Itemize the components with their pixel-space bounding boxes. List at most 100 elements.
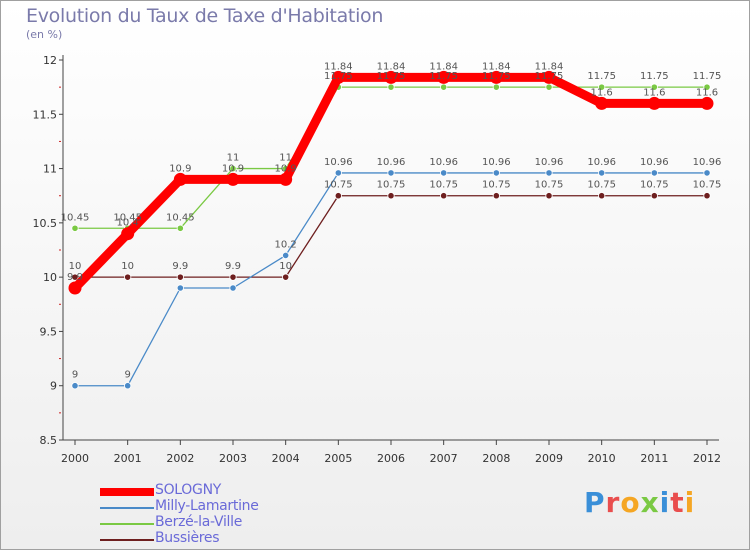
value-label-sologny: 10.4 xyxy=(117,218,139,229)
data-point-berz-la-ville xyxy=(703,83,711,91)
x-tick-label: 2004 xyxy=(272,452,300,465)
value-label-milly-lamartine: 9 xyxy=(72,370,78,381)
legend-swatch xyxy=(100,539,154,541)
value-label-sologny: 11.6 xyxy=(591,87,613,98)
data-point-berz-la-ville xyxy=(440,83,448,91)
data-point-sologny xyxy=(595,96,609,110)
legend-label: Berzé-la-Ville xyxy=(155,514,243,530)
value-label-milly-lamartine: 10.96 xyxy=(640,157,669,168)
data-point-milly-lamartine xyxy=(71,382,79,390)
value-label-sologny: 11.84 xyxy=(324,61,353,72)
data-point-sologny xyxy=(173,172,187,186)
value-label-bussi-res: 10.75 xyxy=(482,180,511,191)
data-point-berz-la-ville xyxy=(229,164,237,173)
value-label-sologny: 11.84 xyxy=(482,61,511,72)
value-label-milly-lamartine: 10.96 xyxy=(324,157,353,168)
value-label-berz-la-ville: 11.75 xyxy=(693,71,722,82)
proxiti-logo: Proxiti xyxy=(584,486,696,519)
value-label-berz-la-ville: 11.75 xyxy=(429,71,458,82)
y-tick-label: 10.5 xyxy=(33,217,58,230)
x-tick-label: 2003 xyxy=(219,452,247,465)
legend-label: Bussières xyxy=(155,530,220,546)
data-point-milly-lamartine xyxy=(387,169,395,177)
data-point-sologny xyxy=(121,227,135,241)
data-point-milly-lamartine xyxy=(124,382,132,390)
x-tick-label: 2007 xyxy=(430,452,458,465)
value-label-bussi-res: 10 xyxy=(279,261,292,272)
y-tick-label: 9.5 xyxy=(40,325,58,338)
data-point-bussi-res xyxy=(440,192,448,200)
value-label-milly-lamartine: 9 xyxy=(124,370,130,381)
value-label-berz-la-ville: 11.75 xyxy=(324,71,353,82)
data-point-bussi-res xyxy=(492,192,500,200)
value-label-sologny: 10.9 xyxy=(275,163,297,174)
x-tick-label: 2008 xyxy=(482,452,510,465)
data-point-sologny xyxy=(331,70,345,84)
data-point-berz-la-ville xyxy=(598,83,606,91)
value-label-milly-lamartine: 10.96 xyxy=(693,157,722,168)
x-tick-label: 2012 xyxy=(693,452,721,465)
data-point-milly-lamartine xyxy=(176,284,184,292)
data-point-milly-lamartine xyxy=(334,169,342,177)
x-tick-label: 2009 xyxy=(535,452,563,465)
x-tick-label: 2011 xyxy=(640,452,668,465)
data-point-sologny xyxy=(226,172,240,186)
y-tick-label: 8.5 xyxy=(40,434,58,447)
data-point-bussi-res xyxy=(124,273,132,281)
value-label-sologny: 11.6 xyxy=(696,87,718,98)
data-point-sologny xyxy=(68,281,82,295)
data-point-sologny xyxy=(700,96,714,110)
data-point-milly-lamartine xyxy=(598,169,606,177)
value-label-bussi-res: 10.75 xyxy=(535,180,564,191)
x-tick-label: 2005 xyxy=(324,452,352,465)
legend-swatch xyxy=(100,507,154,509)
data-point-berz-la-ville xyxy=(650,83,658,91)
data-point-milly-lamartine xyxy=(650,169,658,177)
data-point-berz-la-ville xyxy=(545,83,553,91)
value-label-berz-la-ville: 11.75 xyxy=(535,71,564,82)
legend-swatch xyxy=(100,488,154,496)
y-tick-label: 12 xyxy=(43,54,57,67)
value-label-milly-lamartine: 10.96 xyxy=(429,157,458,168)
data-point-bussi-res xyxy=(545,192,553,200)
data-point-bussi-res xyxy=(598,192,606,200)
data-point-bussi-res xyxy=(334,192,342,200)
value-label-milly-lamartine: 10.96 xyxy=(377,157,406,168)
data-point-berz-la-ville xyxy=(71,224,79,232)
data-point-milly-lamartine xyxy=(703,169,711,177)
value-label-bussi-res: 10.75 xyxy=(324,180,353,191)
data-point-berz-la-ville xyxy=(492,83,500,91)
value-label-berz-la-ville: 10.45 xyxy=(166,212,195,223)
value-label-bussi-res: 10 xyxy=(121,261,134,272)
x-tick-label: 2006 xyxy=(377,452,405,465)
value-label-bussi-res: 10.75 xyxy=(377,180,406,191)
x-tick-label: 2001 xyxy=(114,452,142,465)
data-point-berz-la-ville xyxy=(176,224,184,232)
value-label-sologny: 9.9 xyxy=(67,272,83,283)
data-point-bussi-res xyxy=(229,273,237,281)
value-label-berz-la-ville: 10.45 xyxy=(113,212,142,223)
data-point-bussi-res xyxy=(703,192,711,200)
value-label-berz-la-ville: 11 xyxy=(227,153,240,164)
data-point-milly-lamartine xyxy=(282,251,290,260)
value-label-milly-lamartine: 10.96 xyxy=(482,157,511,168)
value-label-milly-lamartine: 10.96 xyxy=(587,157,616,168)
series-line-bussi-res xyxy=(74,195,708,278)
data-point-sologny xyxy=(384,70,398,84)
value-label-bussi-res: 10.75 xyxy=(587,180,616,191)
y-tick-label: 11 xyxy=(43,163,57,176)
data-point-milly-lamartine xyxy=(545,169,553,177)
value-label-sologny: 11.6 xyxy=(643,87,665,98)
value-label-sologny: 10.9 xyxy=(222,163,244,174)
y-tick-label: 11.5 xyxy=(33,108,58,121)
data-point-milly-lamartine xyxy=(440,169,448,177)
data-point-sologny xyxy=(542,70,556,84)
value-label-berz-la-ville: 11.75 xyxy=(587,71,616,82)
value-label-bussi-res: 9.9 xyxy=(225,261,241,272)
data-point-milly-lamartine xyxy=(492,169,500,177)
x-tick-label: 2002 xyxy=(166,452,194,465)
value-label-milly-lamartine: 10.2 xyxy=(275,239,297,250)
value-label-sologny: 11.84 xyxy=(535,61,564,72)
value-label-bussi-res: 10.75 xyxy=(429,180,458,191)
